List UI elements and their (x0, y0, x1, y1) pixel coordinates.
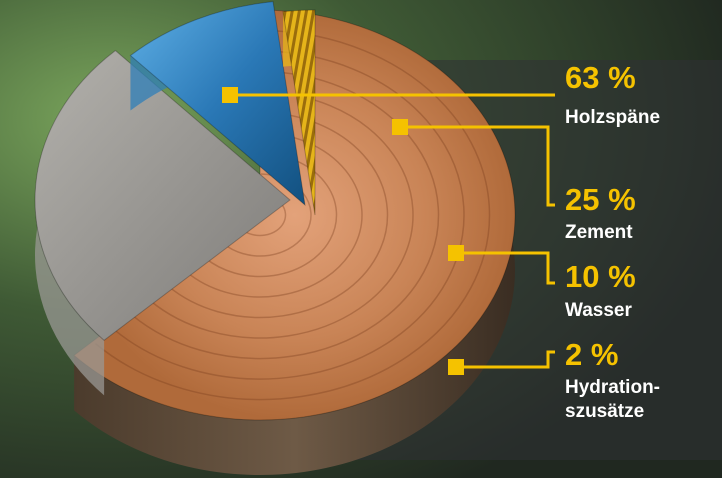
slice-label: Hydration- (565, 377, 660, 398)
callout-line (400, 125, 555, 207)
slice-side (74, 10, 515, 476)
slice-additives (282, 9, 316, 216)
callout-line (456, 251, 555, 285)
callouts: 63 % Holzspäne 25 % Zement 10 % Wasser 2 % Hydr… (222, 60, 660, 422)
slice-cement (34, 49, 291, 396)
callout-water: 10 % Wasser (448, 245, 636, 321)
callout-wood: 63 % Holzspäne (222, 60, 660, 128)
slice-top (282, 9, 316, 216)
growth-ring (204, 152, 338, 278)
slice-label: Holzspäne (565, 107, 660, 128)
growth-ring (186, 132, 363, 298)
slice-label: Zement (565, 222, 633, 243)
slice-water (129, 1, 306, 207)
callout-cement: 25 % Zement (392, 119, 636, 243)
slice-wood (73, 9, 516, 476)
callout-marker (448, 359, 464, 375)
slice-label: Wasser (565, 300, 632, 321)
growth-ring (168, 111, 389, 319)
slice-top (34, 49, 291, 341)
callout-marker (392, 119, 408, 135)
percent-label: 2 % (565, 337, 618, 372)
percent-label: 25 % (565, 182, 636, 217)
slice-label: szusätze (565, 401, 644, 422)
percent-label: 63 % (565, 60, 636, 95)
callout-marker (448, 245, 464, 261)
growth-ring (149, 91, 414, 339)
percent-label: 10 % (565, 259, 636, 294)
pie-slices (34, 1, 516, 476)
callout-additives: 2 % Hydration-szusätze (448, 337, 660, 422)
growth-ring (131, 70, 440, 360)
growth-ring (113, 50, 465, 380)
growth-ring (94, 29, 491, 401)
callout-line (456, 350, 555, 369)
slice-top (129, 1, 306, 207)
slice-top (73, 9, 516, 421)
callout-marker (222, 87, 238, 103)
